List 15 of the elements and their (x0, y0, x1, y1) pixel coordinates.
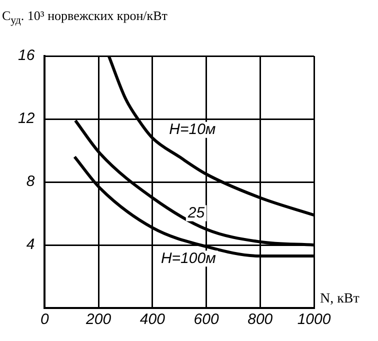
series-label: 25 (186, 204, 206, 222)
y-tick-label: 8 (26, 172, 36, 190)
x-tick-label: 400 (140, 310, 166, 328)
y-axis-title: C$_{уд}$. 10³ норвежских крон/кВт (2, 8, 168, 27)
x-tick-label: 200 (85, 310, 112, 328)
x-tick-label: 0 (40, 310, 50, 328)
y-tick-label: 16 (18, 46, 36, 64)
x-tick-label: 600 (194, 310, 220, 328)
series-label: H=10м (169, 120, 216, 138)
series-label: H=100м (160, 249, 216, 266)
x-tick-label: 800 (248, 310, 274, 328)
y-tick-label: 12 (18, 110, 36, 127)
x-tick-label: 1000 (297, 310, 332, 328)
x-axis-title: N, кВт (320, 291, 360, 306)
y-tick-label: 4 (26, 236, 35, 253)
